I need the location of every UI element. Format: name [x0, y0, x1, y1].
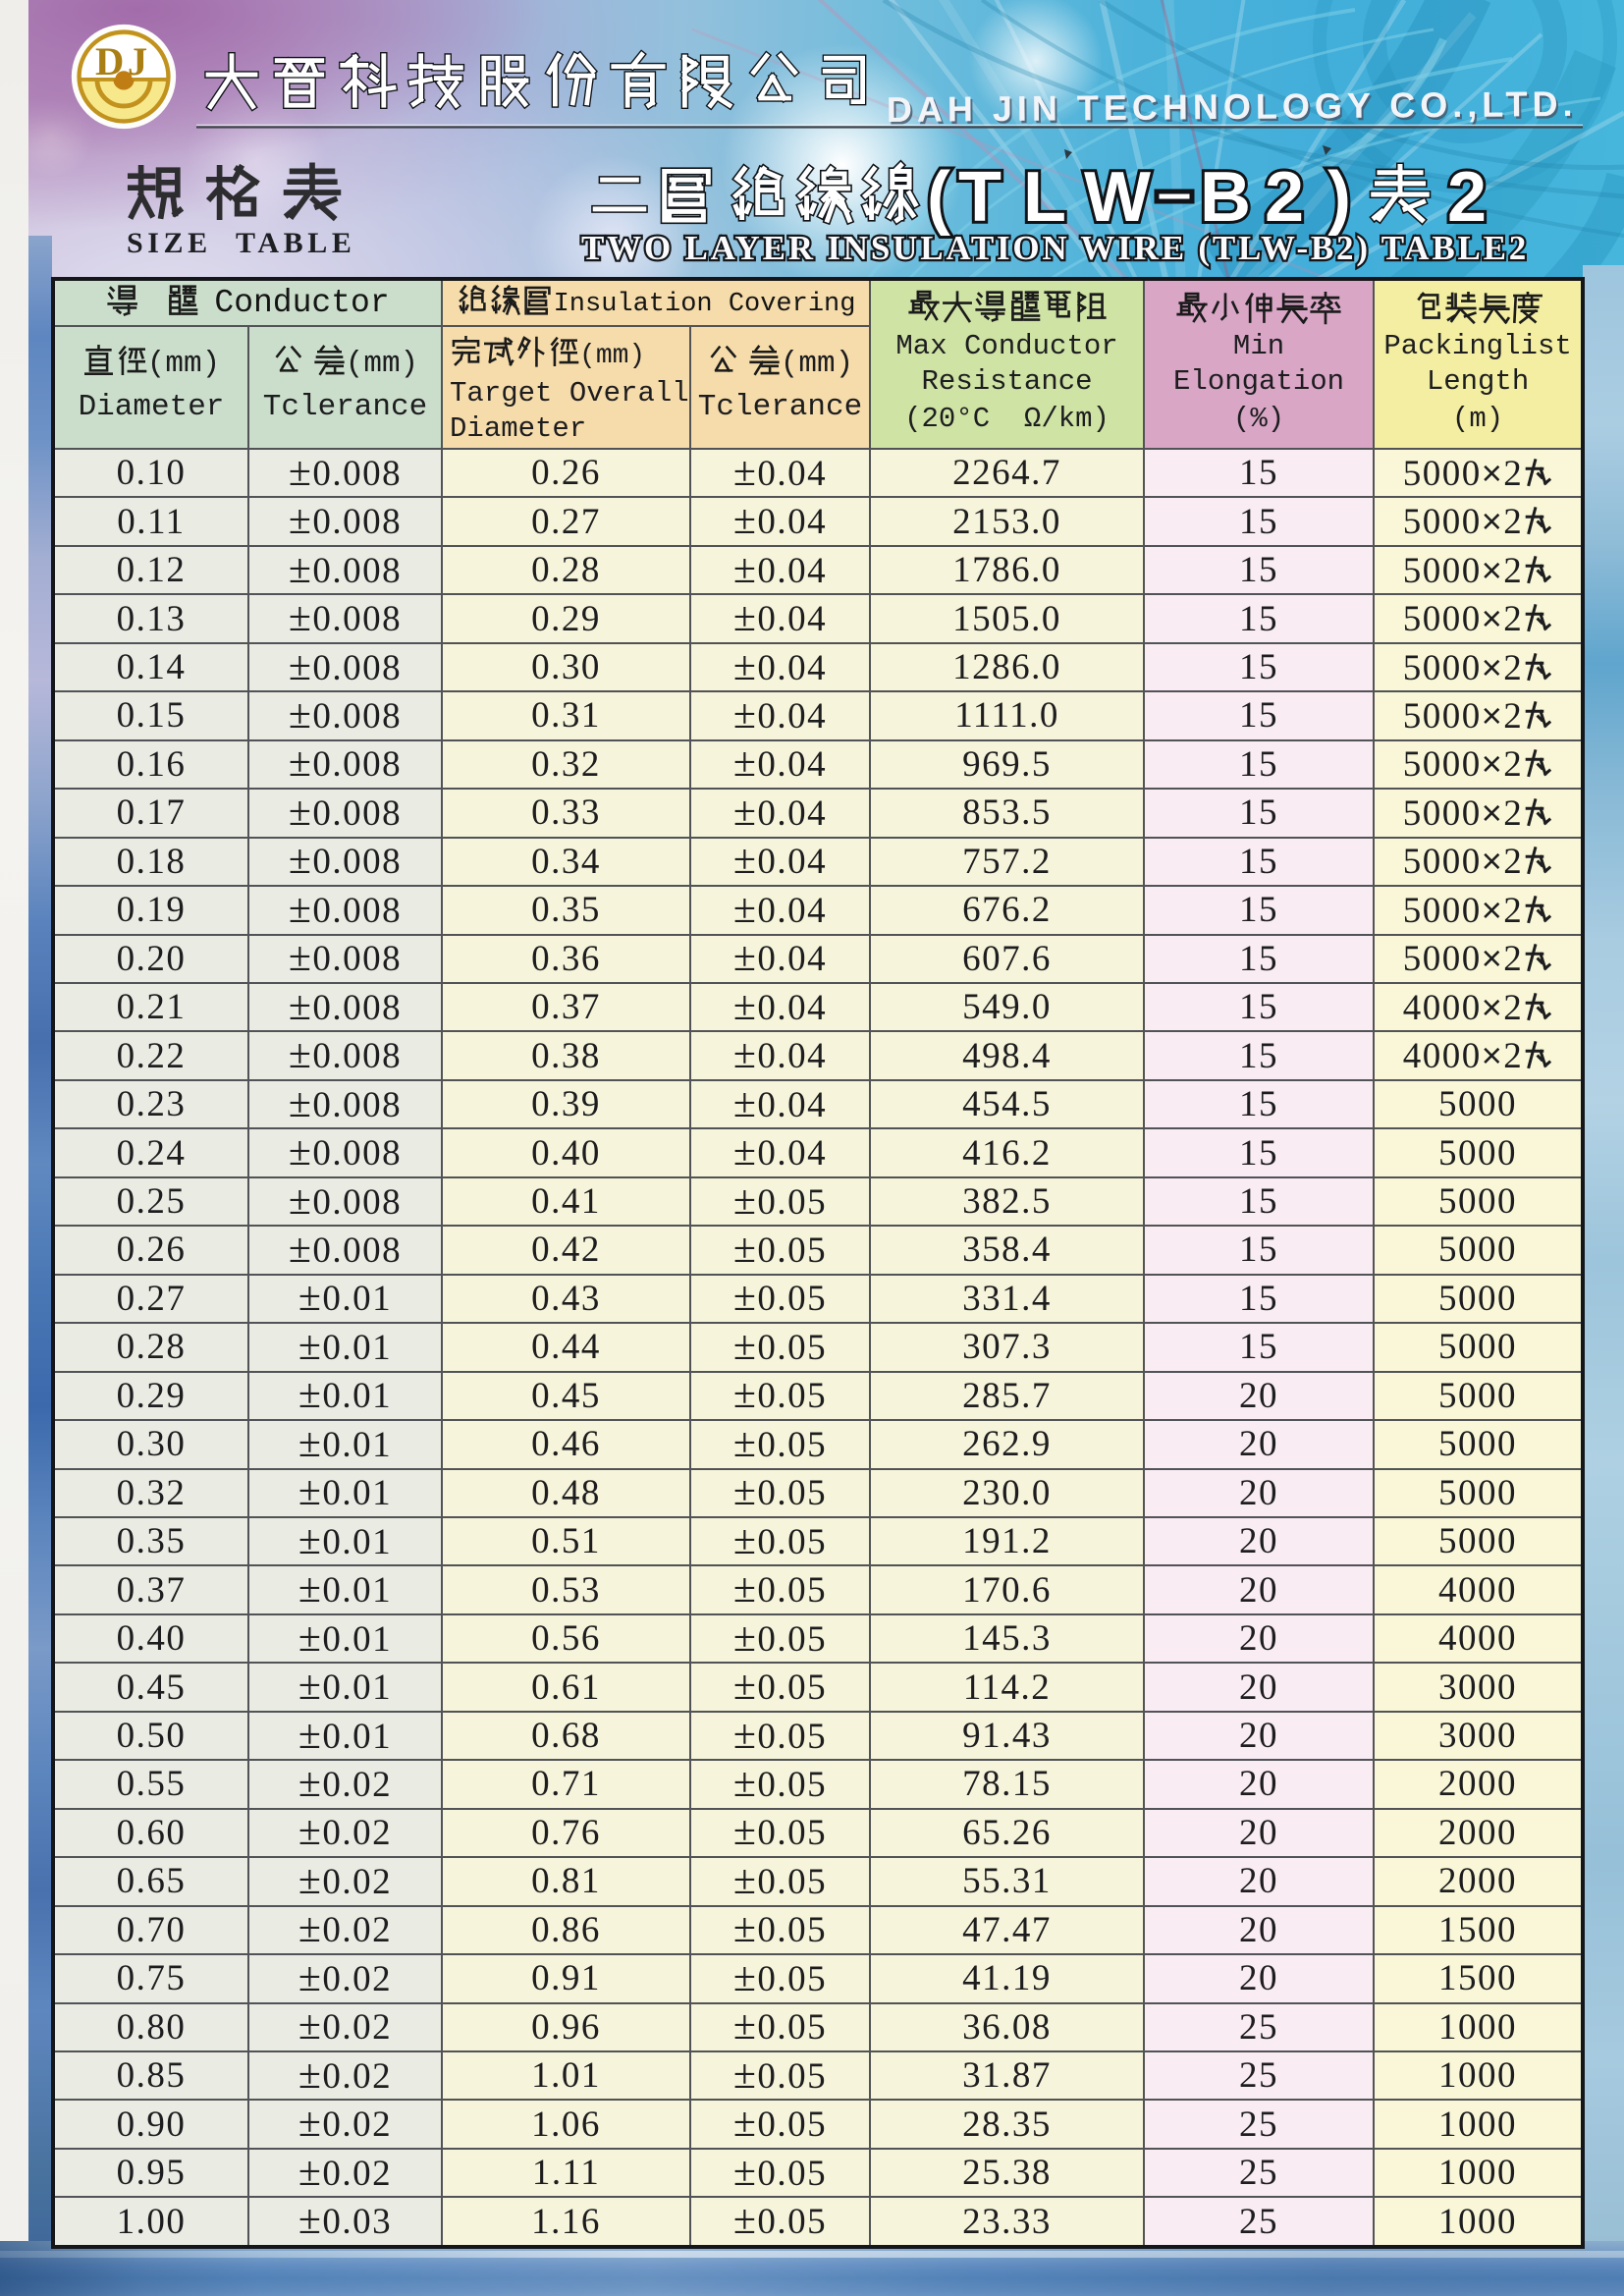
svg-text:B: B — [1200, 158, 1251, 237]
svg-text:D: D — [95, 39, 124, 83]
svg-text:L: L — [1023, 158, 1066, 237]
svg-text:DAH JIN TECHNOLOGY CO.,LTD.: DAH JIN TECHNOLOGY CO.,LTD. — [887, 83, 1578, 130]
svg-text:J: J — [128, 39, 147, 83]
svg-text:): ) — [1327, 158, 1351, 237]
svg-text:T: T — [958, 158, 1001, 237]
svg-text:(: ( — [927, 158, 950, 237]
svg-text:TWO LAYER INSULATION WIRE (TLW: TWO LAYER INSULATION WIRE (TLW-B2) TABLE… — [581, 229, 1529, 267]
svg-text:SIZE TABLE: SIZE TABLE — [127, 227, 355, 259]
svg-text:2: 2 — [1447, 158, 1487, 237]
svg-text:2: 2 — [1265, 158, 1304, 237]
svg-text:W: W — [1084, 158, 1151, 237]
svg-text:DAH JIN TECHNOLOGY CO.,LTD.: DAH JIN TECHNOLOGY CO.,LTD. — [889, 85, 1580, 132]
